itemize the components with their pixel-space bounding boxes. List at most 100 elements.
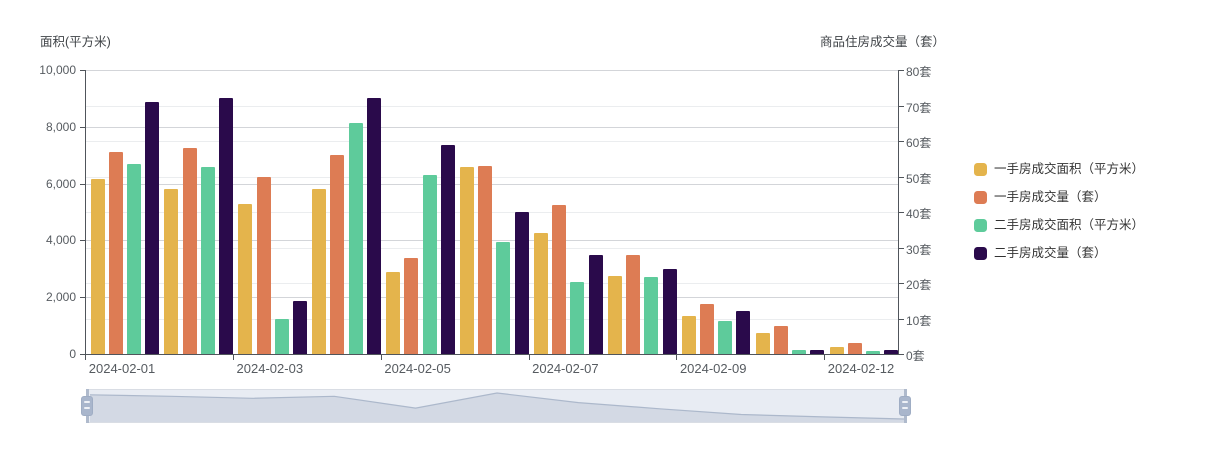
bar[interactable] [662, 268, 677, 354]
left-axis-tick [80, 297, 85, 299]
bar[interactable] [736, 311, 751, 354]
x-axis-tick [380, 355, 382, 360]
bar[interactable] [274, 318, 289, 354]
bar[interactable] [534, 233, 548, 354]
right-axis-tick [899, 283, 904, 284]
left-axis-tick [80, 70, 85, 71]
bar[interactable] [810, 350, 825, 354]
bar[interactable] [422, 175, 437, 354]
legend-swatch-icon [974, 191, 987, 204]
legend-item-label: 二手房成交量（套） [994, 246, 1107, 260]
bar[interactable] [496, 241, 511, 354]
x-axis-tick [85, 355, 86, 360]
left-axis-line [85, 70, 86, 354]
right-axis-tick [899, 318, 904, 320]
legend-swatch-icon [974, 219, 987, 232]
x-axis-line [85, 354, 899, 355]
right-axis-tick-label: 0套 [906, 349, 925, 363]
bar[interactable] [108, 151, 123, 354]
bar[interactable] [718, 321, 733, 354]
bar[interactable] [366, 98, 381, 354]
left-axis-tick-label: 4,000 [45, 233, 76, 248]
bar[interactable] [681, 315, 696, 354]
gridline-major [85, 70, 898, 71]
gridline-minor [85, 141, 898, 142]
bar[interactable] [588, 254, 603, 354]
right-axis-tick-label: 80套 [906, 65, 932, 79]
bar[interactable] [478, 165, 493, 354]
x-axis-tick [528, 355, 530, 360]
gridline-minor [85, 105, 898, 107]
bar[interactable] [348, 122, 363, 354]
bar[interactable] [164, 189, 179, 354]
legend-item[interactable]: 一手房成交量（套） [974, 191, 1144, 204]
right-axis-tick-label: 20套 [906, 278, 932, 292]
x-axis-tick [824, 355, 826, 360]
right-axis-tick-label: 30套 [906, 242, 932, 257]
bar[interactable] [570, 281, 585, 354]
bar[interactable] [440, 144, 455, 354]
right-axis-tick-label: 50套 [906, 171, 932, 186]
right-axis-tick [899, 247, 904, 249]
x-axis-tick [676, 355, 678, 360]
bar[interactable] [238, 203, 253, 354]
right-axis-tick-label: 40套 [906, 207, 932, 221]
bar[interactable] [644, 277, 659, 354]
left-axis-tick-label: 6,000 [45, 176, 76, 191]
bar[interactable] [386, 271, 401, 354]
legend-item[interactable]: 二手房成交量（套） [974, 247, 1144, 260]
legend-item-label: 二手房成交面积（平方米） [994, 218, 1145, 232]
x-axis-tick-label: 2024-02-05 [384, 361, 451, 376]
bar[interactable] [700, 304, 714, 354]
left-axis-tick-label: 0 [69, 347, 76, 361]
right-axis-tick-label: 70套 [906, 100, 932, 115]
bar[interactable] [792, 349, 807, 354]
left-axis-tick-label: 8,000 [45, 119, 76, 134]
legend-item[interactable]: 一手房成交面积（平方米） [974, 163, 1144, 176]
x-axis-tick [232, 355, 234, 360]
bar[interactable] [829, 346, 844, 354]
right-axis-title: 商品住房成交量（套） [820, 35, 946, 49]
x-axis-tick-label: 2024-02-09 [679, 361, 747, 376]
legend-item-label: 一手房成交面积（平方米） [994, 162, 1145, 176]
bar[interactable] [145, 102, 160, 354]
bar[interactable] [182, 148, 197, 354]
bar[interactable] [884, 350, 899, 354]
right-axis-tick [899, 354, 904, 355]
x-axis-tick-label: 2024-02-03 [236, 361, 304, 376]
bar[interactable] [866, 351, 880, 354]
bar[interactable] [126, 163, 141, 354]
bar[interactable] [847, 343, 862, 355]
legend-swatch-icon [974, 163, 987, 176]
right-axis-tick-label: 60套 [906, 136, 932, 150]
bar[interactable] [256, 176, 271, 354]
bar[interactable] [312, 189, 327, 354]
right-axis-tick [899, 176, 904, 178]
datazoom-right-grip-icon[interactable] [899, 396, 911, 416]
legend-item[interactable]: 二手房成交面积（平方米） [974, 219, 1144, 232]
bar[interactable] [90, 179, 105, 354]
bar[interactable] [552, 204, 567, 354]
bar[interactable] [200, 166, 215, 354]
left-axis-tick-label: 2,000 [45, 290, 76, 305]
bar[interactable] [219, 98, 233, 354]
bar[interactable] [626, 254, 641, 354]
bar[interactable] [514, 212, 529, 354]
legend-swatch-icon [974, 247, 987, 260]
bar[interactable] [773, 325, 788, 354]
bar[interactable] [404, 258, 419, 354]
left-axis-tick [80, 183, 85, 185]
right-axis-tick [899, 105, 904, 107]
x-axis-tick-label: 2024-02-07 [532, 361, 599, 376]
bar[interactable] [755, 332, 770, 354]
x-axis-tick-label: 2024-02-12 [827, 361, 895, 376]
bar[interactable] [460, 166, 474, 354]
bar[interactable] [607, 275, 622, 354]
bar[interactable] [330, 155, 345, 354]
bar[interactable] [292, 300, 307, 355]
left-axis-tick-label: 10,000 [39, 63, 76, 77]
datazoom-left-grip-icon[interactable] [81, 396, 93, 416]
datazoom-preview [89, 392, 905, 422]
right-axis-tick-label: 10套 [906, 313, 932, 328]
